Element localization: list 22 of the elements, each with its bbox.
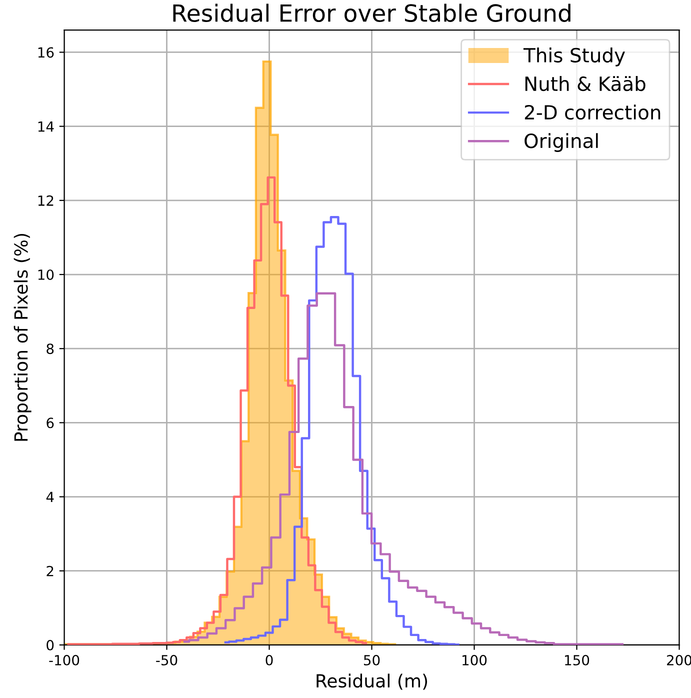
y-tick-label: 12 xyxy=(38,195,54,206)
x-tick-label: 150 xyxy=(565,654,590,666)
legend-label: Original xyxy=(524,133,598,152)
chart-title: Residual Error over Stable Ground xyxy=(173,4,570,22)
y-tick-label: 8 xyxy=(46,344,54,354)
y-tick-label: 6 xyxy=(46,418,54,428)
y-tick-label: 10 xyxy=(38,269,54,280)
x-tick-label: 0 xyxy=(266,654,273,666)
x-tick-label: -100 xyxy=(49,654,80,666)
y-axis-title: Proportion of Pixels (%) xyxy=(14,234,32,441)
x-tick-label: 50 xyxy=(364,654,380,666)
x-axis-title: Residual (m) xyxy=(316,674,428,690)
x-tick-label: -50 xyxy=(156,654,178,666)
x-tick-label: 100 xyxy=(462,654,487,666)
legend-label: Nuth & Kääb xyxy=(525,76,646,92)
legend-label: This Study xyxy=(523,48,625,66)
y-tick-label: 2 xyxy=(46,566,54,576)
y-tick-label: 14 xyxy=(38,121,54,132)
y-tick-label: 4 xyxy=(46,492,54,502)
legend-label: 2-D correction xyxy=(524,104,660,120)
y-tick-label: 0 xyxy=(46,640,54,650)
y-tick-label: 16 xyxy=(38,47,54,58)
